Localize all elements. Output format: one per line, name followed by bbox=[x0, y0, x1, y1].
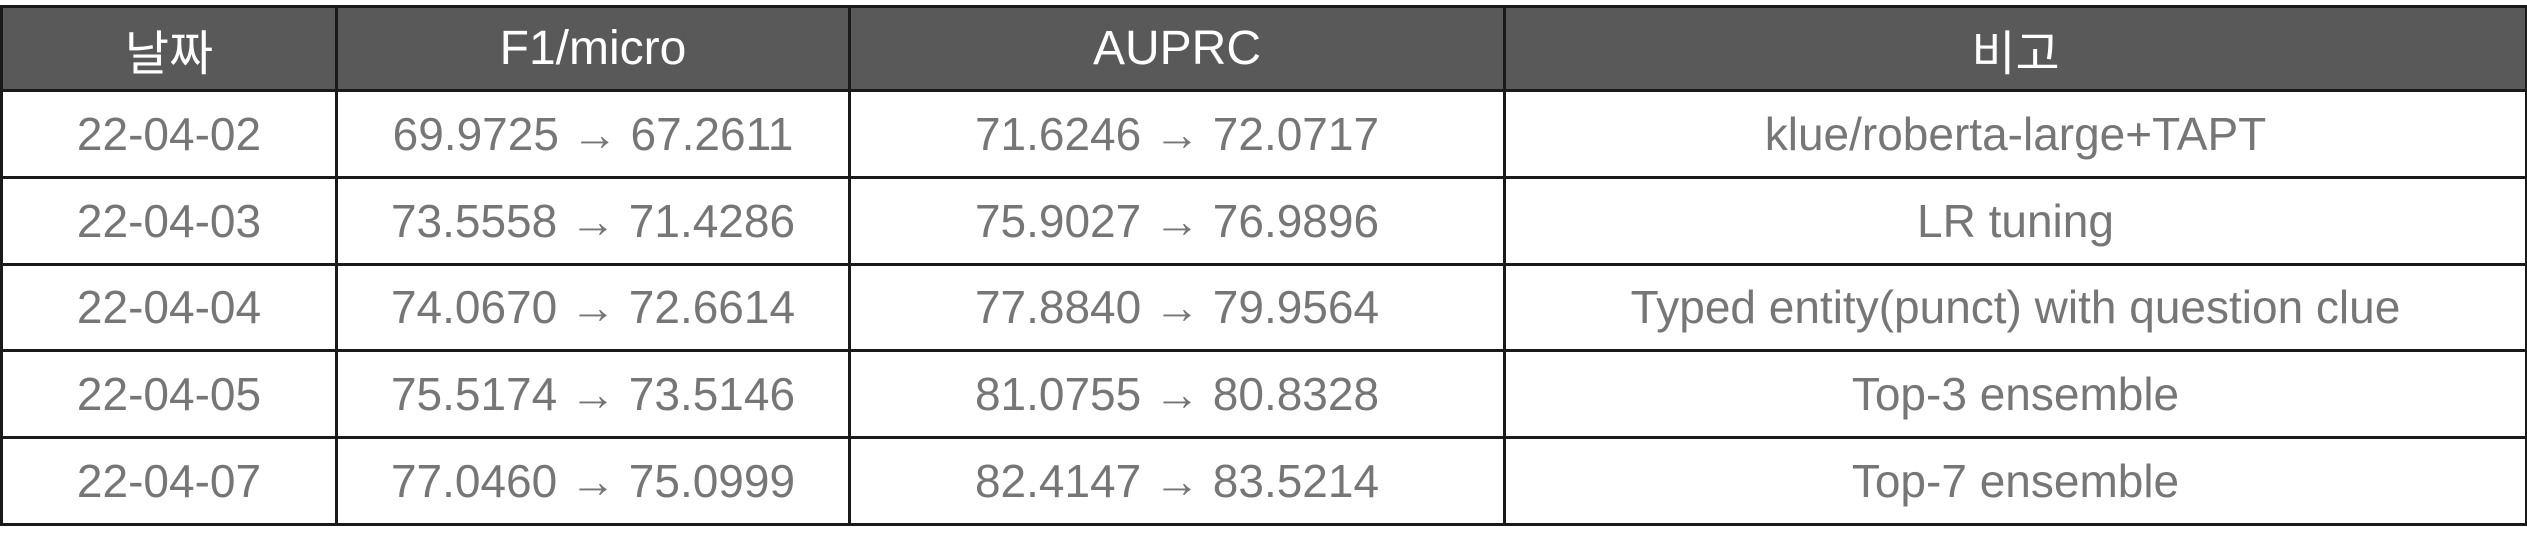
table-row: 22-04-03 73.5558 → 71.4286 75.9027 → 76.… bbox=[0, 175, 2527, 266]
cell-auprc: 82.4147 → 83.5214 bbox=[848, 436, 1506, 526]
cell-auprc: 71.6246 → 72.0717 bbox=[848, 89, 1506, 179]
cell-f1-micro: 75.5174 → 73.5146 bbox=[335, 349, 851, 440]
cell-date: 22-04-03 bbox=[0, 175, 338, 266]
cell-note: Top-7 ensemble bbox=[1503, 436, 2527, 526]
cell-f1-micro: 69.9725 → 67.2611 bbox=[335, 89, 851, 179]
cell-auprc: 81.0755 → 80.8328 bbox=[848, 349, 1506, 440]
cell-f1-micro: 73.5558 → 71.4286 bbox=[335, 175, 851, 266]
results-table: 날짜 F1/micro AUPRC 비고 22-04-02 69.9725 → … bbox=[0, 5, 2527, 526]
table-row: 22-04-04 74.0670 → 72.6614 77.8840 → 79.… bbox=[0, 262, 2527, 353]
cell-note: LR tuning bbox=[1503, 175, 2527, 266]
cell-auprc: 77.8840 → 79.9564 bbox=[848, 262, 1506, 353]
cell-note: klue/roberta-large+TAPT bbox=[1503, 89, 2527, 179]
cell-date: 22-04-04 bbox=[0, 262, 338, 353]
table-row: 22-04-05 75.5174 → 73.5146 81.0755 → 80.… bbox=[0, 349, 2527, 440]
cell-note: Top-3 ensemble bbox=[1503, 349, 2527, 440]
cell-date: 22-04-05 bbox=[0, 349, 338, 440]
cell-f1-micro: 77.0460 → 75.0999 bbox=[335, 436, 851, 526]
table-body: 22-04-02 69.9725 → 67.2611 71.6246 → 72.… bbox=[0, 89, 2527, 526]
table-row: 22-04-07 77.0460 → 75.0999 82.4147 → 83.… bbox=[0, 436, 2527, 526]
cell-date: 22-04-07 bbox=[0, 436, 338, 526]
header-row: 날짜 F1/micro AUPRC 비고 bbox=[0, 5, 2527, 92]
table-header: 날짜 F1/micro AUPRC 비고 bbox=[0, 5, 2527, 92]
header-note: 비고 bbox=[1503, 5, 2527, 92]
header-f1-micro: F1/micro bbox=[335, 5, 851, 92]
cell-f1-micro: 74.0670 → 72.6614 bbox=[335, 262, 851, 353]
header-auprc: AUPRC bbox=[848, 5, 1506, 92]
cell-auprc: 75.9027 → 76.9896 bbox=[848, 175, 1506, 266]
cell-note: Typed entity(punct) with question clue bbox=[1503, 262, 2527, 353]
header-date: 날짜 bbox=[0, 5, 338, 92]
table-row: 22-04-02 69.9725 → 67.2611 71.6246 → 72.… bbox=[0, 89, 2527, 179]
cell-date: 22-04-02 bbox=[0, 89, 338, 179]
